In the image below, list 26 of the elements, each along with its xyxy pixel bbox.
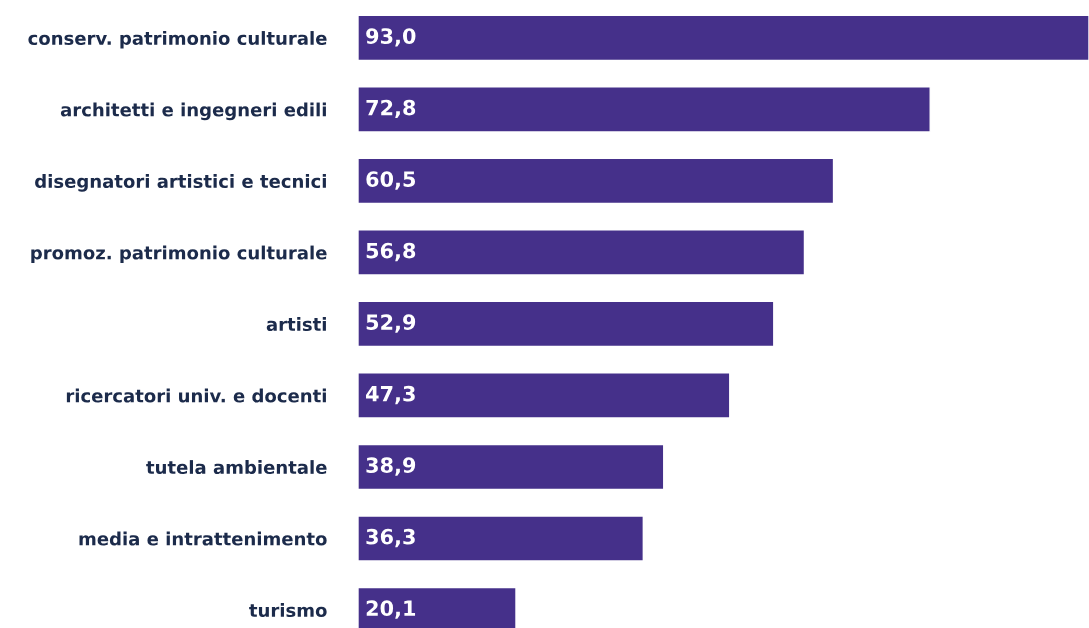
bar	[358, 14, 1089, 62]
data-label: 93,0	[366, 28, 416, 47]
y-tick-label: conserv. patrimonio culturale	[28, 31, 327, 49]
data-label: 52,9	[366, 314, 416, 333]
y-tick-label: disegnatori artistici e tecnici	[35, 174, 326, 192]
bar	[358, 229, 806, 276]
y-tick-label: architetti e ingegneri edili	[60, 102, 326, 121]
bar	[358, 157, 835, 205]
data-label: 56,8	[366, 242, 416, 262]
bar	[358, 443, 665, 491]
bar	[358, 300, 775, 348]
data-label: 38,9	[366, 457, 416, 476]
data-label: 36,3	[366, 528, 415, 548]
data-label: 20,1	[366, 600, 416, 619]
y-tick-label: tutela ambientale	[146, 460, 327, 475]
y-tick-label: media e intrattenimento	[79, 531, 327, 546]
data-label: 47,3	[366, 385, 415, 405]
y-tick-label: ricercatori univ. e docenti	[66, 388, 326, 403]
data-label: 60,5	[366, 171, 416, 190]
y-tick-label: artisti	[266, 317, 326, 332]
bar	[358, 86, 931, 133]
data-label: 72,8	[366, 99, 416, 119]
y-tick-label: turismo	[249, 603, 327, 618]
bar	[358, 372, 731, 419]
y-tick-label: promoz. patrimonio culturale	[31, 245, 327, 264]
bar	[358, 515, 645, 562]
